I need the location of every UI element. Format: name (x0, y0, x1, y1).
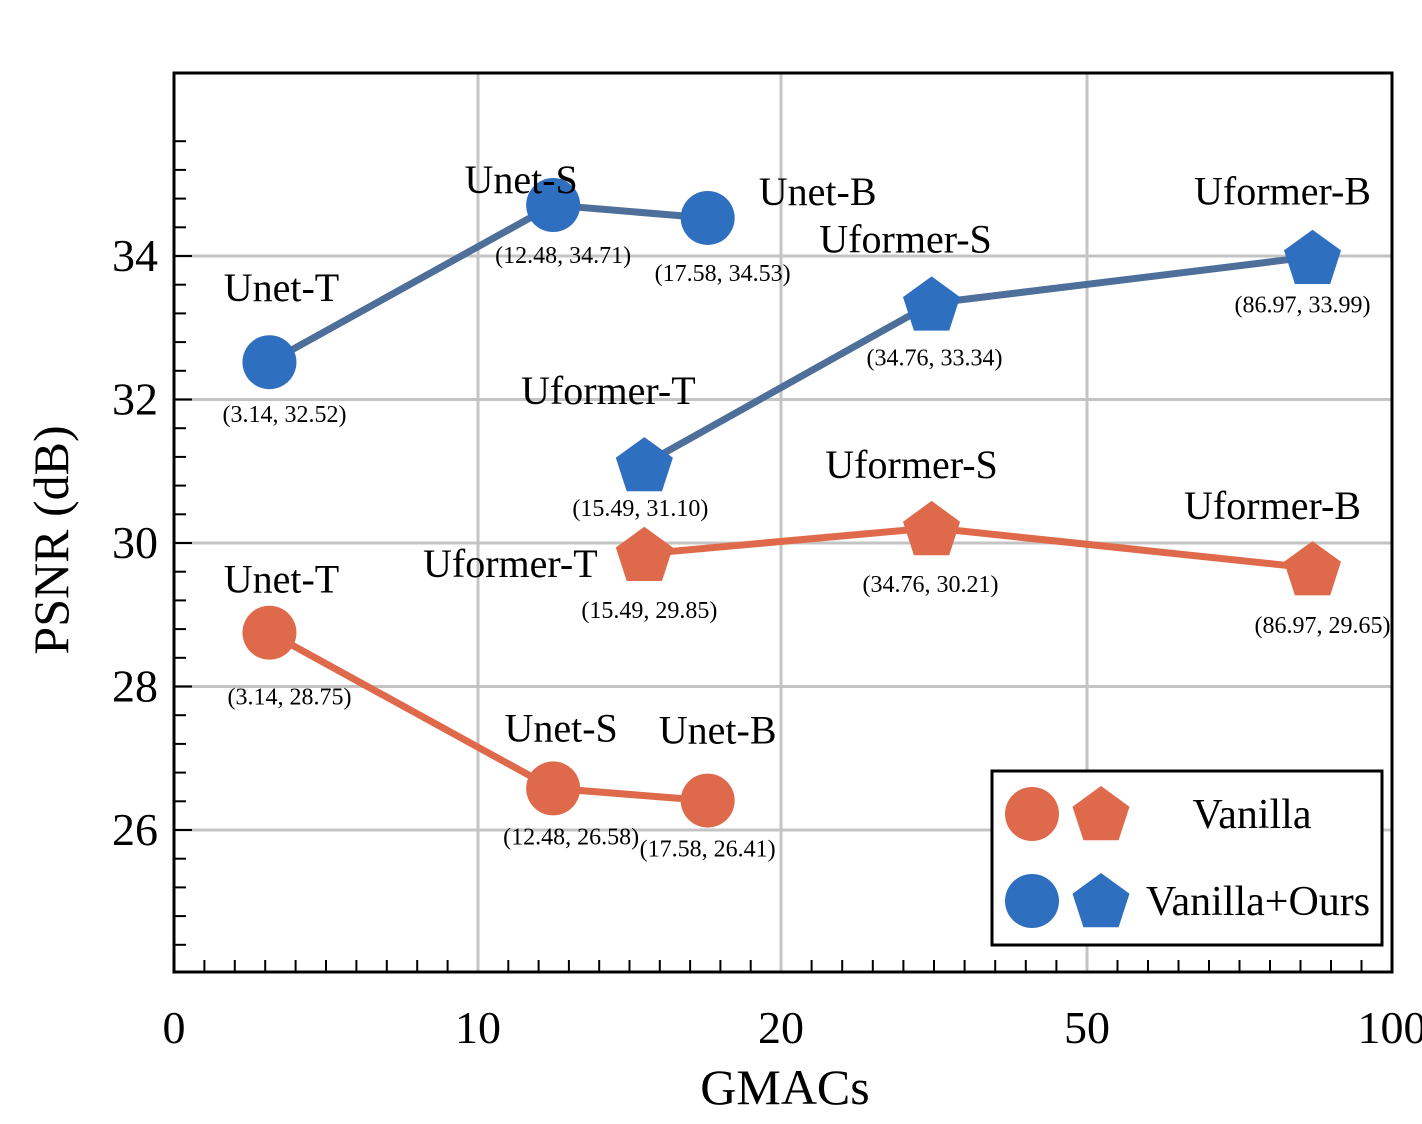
pentagon-marker (903, 276, 961, 331)
x-tick-label: 10 (455, 1002, 501, 1053)
model-label: Unet-S (464, 157, 577, 202)
model-label: Unet-T (224, 557, 340, 602)
x-tick-labels: 0 10 20 50 100 (163, 1002, 1422, 1053)
series-line-vanilla-uformer (640, 524, 1316, 572)
model-label: Uformer-T (521, 368, 696, 413)
coord-label: (34.76, 33.34) (867, 345, 1003, 371)
coord-label: (12.48, 26.58) (503, 824, 639, 850)
coord-label: (86.97, 33.99) (1235, 293, 1371, 319)
model-label: Uformer-B (1194, 169, 1371, 214)
coord-label: (15.49, 29.85) (581, 598, 717, 624)
legend-pentagon-marker (1072, 873, 1130, 928)
pentagon-marker (1284, 229, 1341, 284)
x-tick-label: 0 (163, 1002, 186, 1053)
minor-ticks (174, 140, 1363, 972)
model-label: Uformer-B (1184, 483, 1361, 528)
model-label: Unet-B (659, 708, 777, 753)
pentagon-marker (903, 500, 961, 556)
coord-label: (3.14, 28.75) (227, 685, 351, 711)
y-axis-title: PSNR (dB) (23, 425, 79, 654)
coord-label: (17.58, 34.53) (655, 261, 791, 287)
model-label: Uformer-S (825, 442, 997, 487)
model-label: Unet-T (224, 265, 340, 310)
y-tick-label: 30 (112, 517, 158, 568)
plot-frame (172, 71, 1394, 974)
circle-marker (680, 190, 735, 245)
model-label: Unet-B (759, 169, 877, 214)
legend-circle-marker (1005, 874, 1059, 928)
coord-label: (86.97, 29.65) (1255, 613, 1391, 639)
coord-label: (34.76, 30.21) (863, 572, 999, 598)
x-tick-label: 100 (1358, 1002, 1422, 1053)
circle-marker (526, 761, 581, 816)
pentagon-marker (615, 526, 673, 581)
point-labels: Unet-T (3.14, 28.75) Unet-S (12.48, 26.58) U… (222, 157, 1390, 863)
series-markers (242, 178, 1341, 828)
legend-circle-marker (1005, 787, 1059, 841)
model-label: Uformer-T (423, 541, 598, 586)
x-axis-title: GMACs (700, 1059, 869, 1115)
y-tick-label: 28 (112, 661, 158, 712)
legend-box (990, 769, 1384, 947)
legend-label: Vanilla (1193, 792, 1312, 838)
legend-pentagon-marker (1072, 786, 1130, 841)
x-tick-label: 20 (758, 1002, 804, 1053)
coord-label: (3.14, 32.52) (222, 402, 346, 428)
y-tick-label: 26 (112, 804, 158, 855)
coord-label: (17.58, 26.41) (640, 837, 776, 863)
legend: Vanilla Vanilla+Ours (990, 769, 1384, 947)
circle-marker (242, 605, 297, 660)
series-lines (266, 201, 1316, 805)
series-line-vanilla-unet (266, 629, 712, 805)
model-label: Unet-S (504, 705, 617, 750)
y-tick-labels: 26 28 30 32 34 (112, 230, 158, 855)
y-tick-label: 34 (112, 230, 158, 281)
model-label: Uformer-S (819, 216, 991, 261)
circle-marker (526, 178, 581, 233)
pentagon-marker (615, 437, 673, 492)
pentagon-marker (1284, 541, 1341, 596)
y-tick-label: 32 (112, 374, 158, 425)
coord-label: (12.48, 34.71) (495, 243, 631, 269)
coord-label: (15.49, 31.10) (572, 496, 708, 522)
circle-marker (680, 773, 735, 828)
circle-marker (242, 335, 297, 390)
x-tick-label: 50 (1064, 1002, 1110, 1053)
legend-label: Vanilla+Ours (1146, 879, 1370, 925)
